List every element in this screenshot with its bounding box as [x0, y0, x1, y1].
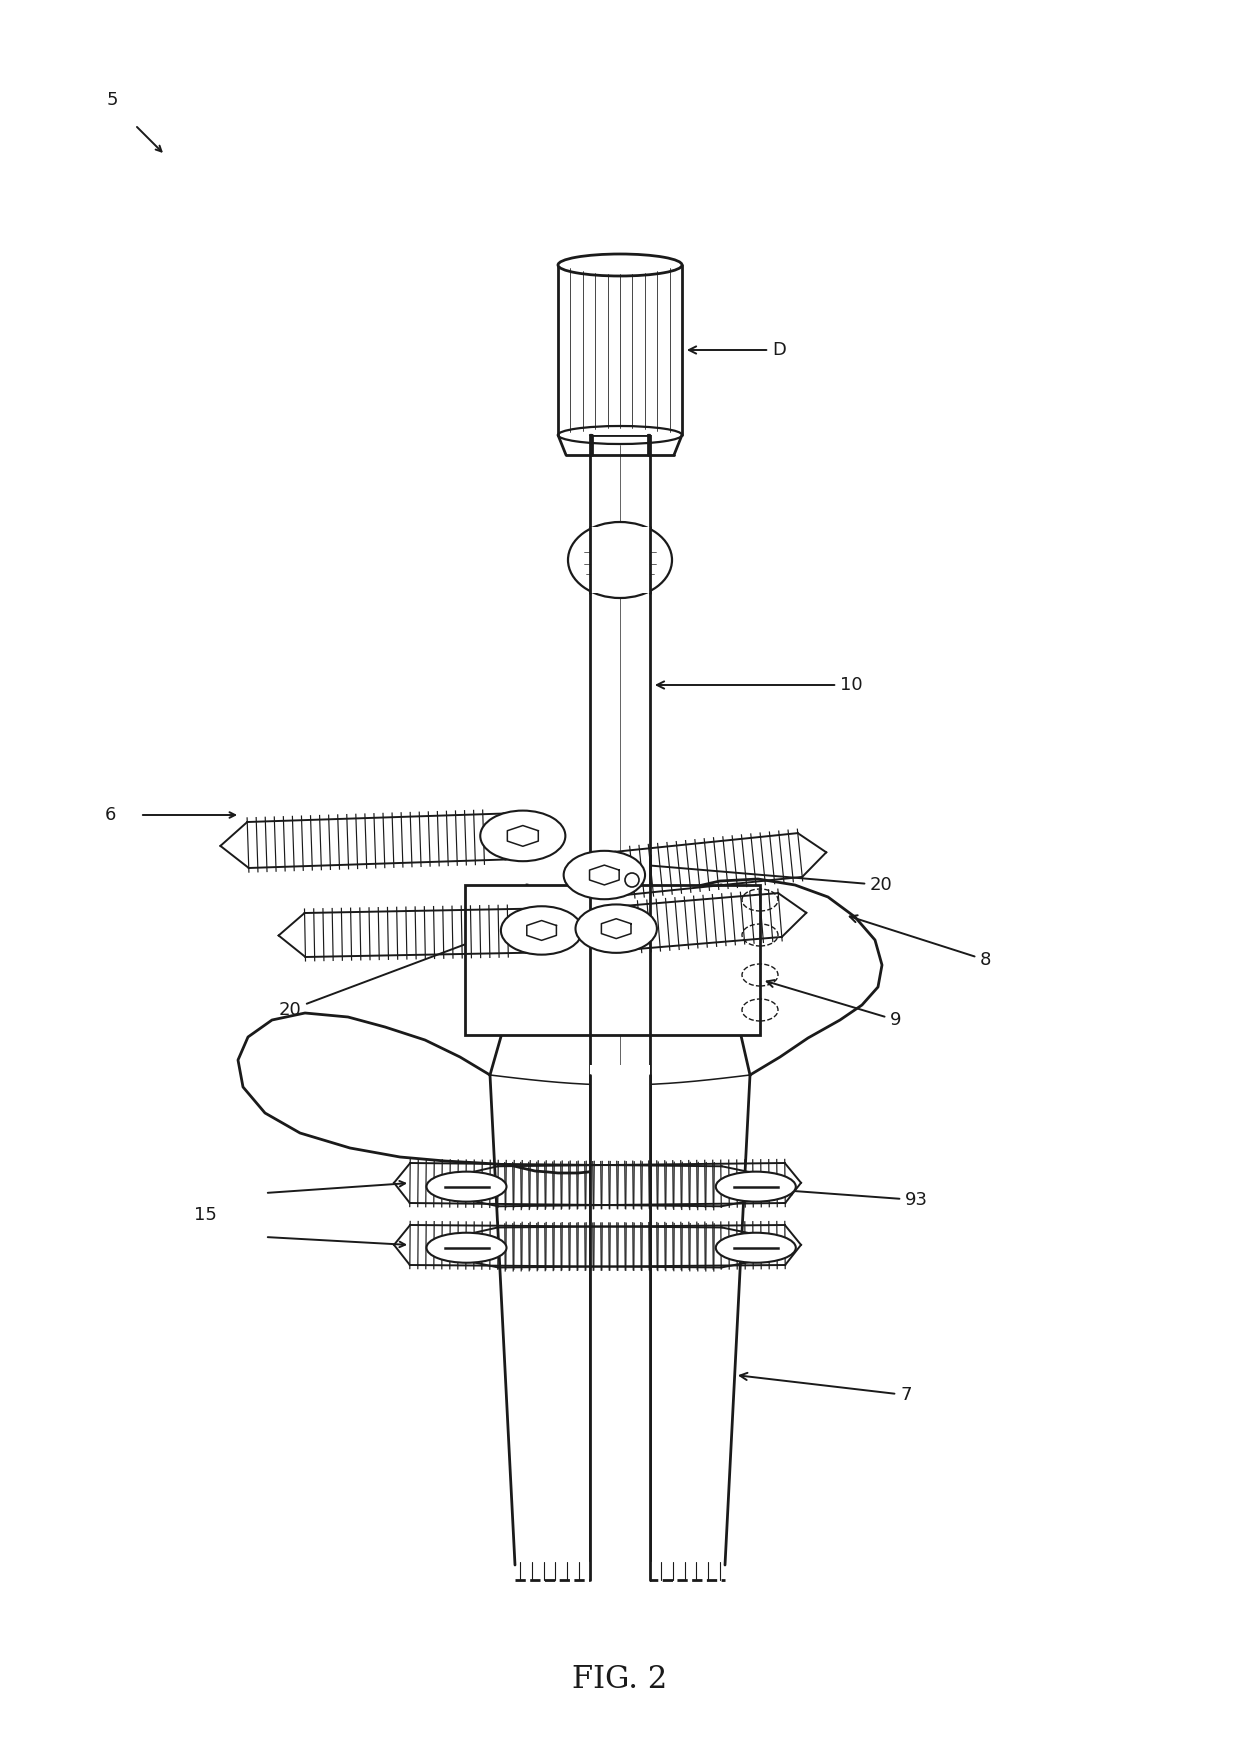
- Ellipse shape: [558, 254, 682, 276]
- Ellipse shape: [715, 1232, 796, 1264]
- Text: 93: 93: [785, 1188, 928, 1209]
- Text: 7: 7: [740, 1372, 911, 1404]
- Ellipse shape: [501, 906, 583, 955]
- Text: 6: 6: [104, 806, 115, 825]
- Text: 5: 5: [107, 91, 118, 109]
- Text: 8: 8: [849, 916, 991, 969]
- Text: 20: 20: [279, 935, 485, 1020]
- Ellipse shape: [427, 1172, 506, 1202]
- Bar: [590, 435, 650, 1560]
- Text: 10: 10: [657, 676, 863, 693]
- Ellipse shape: [715, 1172, 796, 1202]
- Ellipse shape: [625, 872, 639, 886]
- Bar: [558, 265, 682, 435]
- Ellipse shape: [564, 851, 645, 899]
- Text: 20: 20: [625, 860, 893, 893]
- Ellipse shape: [427, 1232, 506, 1264]
- Text: D: D: [689, 340, 786, 360]
- Bar: [465, 885, 760, 1035]
- Text: FIG. 2: FIG. 2: [573, 1664, 667, 1695]
- Ellipse shape: [575, 904, 657, 953]
- Ellipse shape: [568, 521, 672, 598]
- Bar: [590, 1065, 650, 1590]
- Bar: [590, 526, 650, 593]
- Text: 9: 9: [766, 979, 901, 1028]
- Ellipse shape: [480, 811, 565, 862]
- Text: 15: 15: [193, 1206, 217, 1223]
